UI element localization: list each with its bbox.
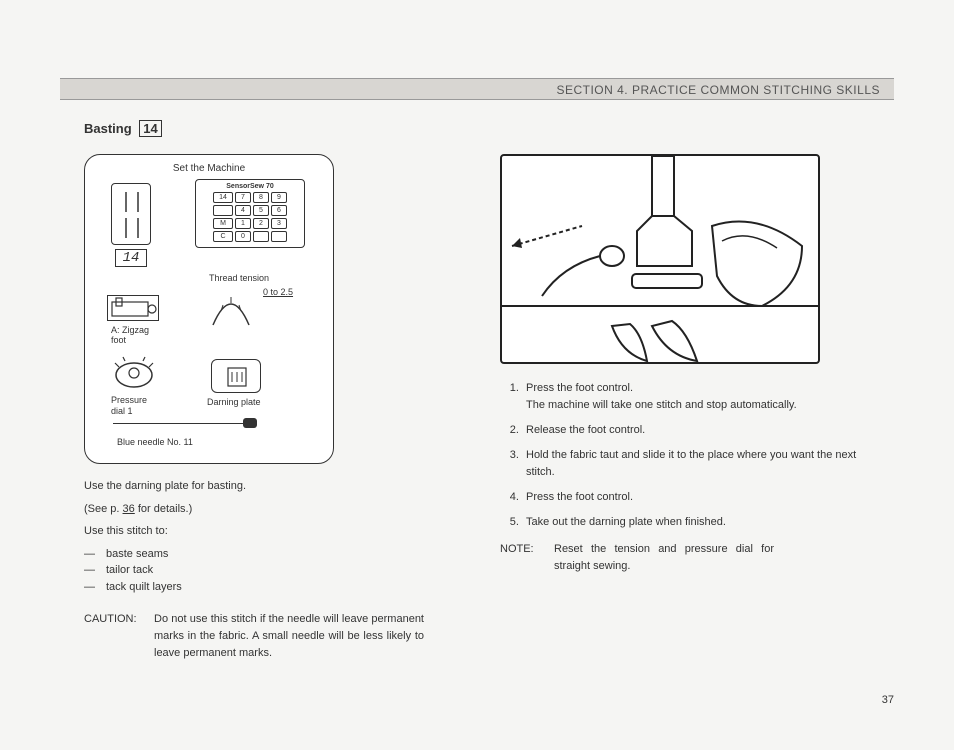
right-column: Press the foot control. The machine will… [500, 154, 860, 575]
use-text: baste seams [106, 548, 168, 560]
keypad-panel: SensorSew 70 14 7 8 9 4 5 6 M 1 2 [195, 179, 305, 248]
thread-tension-value: 0 to 2.5 [263, 287, 293, 297]
keypad-key: 9 [271, 192, 287, 203]
subheading-title: Basting [84, 121, 132, 136]
section-label: SECTION 4. PRACTICE COMMON STITCHING SKI… [556, 83, 880, 97]
keypad-key: 1 [235, 218, 251, 229]
page-number: 37 [882, 694, 894, 706]
steps-list: Press the foot control. The machine will… [500, 380, 860, 531]
needle-label: Blue needle No. 11 [117, 437, 193, 447]
use-text: tack quilt layers [106, 581, 182, 593]
use-item: —baste seams [84, 546, 424, 563]
section-header-band: SECTION 4. PRACTICE COMMON STITCHING SKI… [60, 78, 894, 100]
pressure-dial-label: Pressure dial 1 [111, 395, 147, 417]
set-machine-panel: Set the Machine 14 SensorSew 70 14 7 8 9 [84, 154, 334, 464]
note-label: NOTE: [500, 541, 554, 575]
keypad-key: 3 [271, 218, 287, 229]
use-item: —tailor tack [84, 562, 424, 579]
use-text: tailor tack [106, 564, 153, 576]
manual-page: SECTION 4. PRACTICE COMMON STITCHING SKI… [60, 60, 894, 710]
uses-intro: Use this stitch to: [84, 523, 424, 540]
desc-2-ref: 36 [123, 503, 135, 515]
step-item: Press the foot control. [522, 489, 860, 506]
keypad-key: 0 [235, 231, 251, 242]
keypad-key: 7 [235, 192, 251, 203]
note-body: Reset the tension and pressure dial for … [554, 541, 774, 575]
keypad-key [271, 231, 287, 242]
keypad-key: 8 [253, 192, 269, 203]
desc-line-1: Use the darning plate for basting. [84, 478, 424, 495]
step-item: Press the foot control. The machine will… [522, 380, 860, 414]
stitch-preview-icon [111, 183, 151, 245]
darning-plate-label: Darning plate [207, 397, 261, 407]
keypad-key: C [213, 231, 233, 242]
keypad-key [213, 205, 233, 216]
zigzag-foot-icon [107, 295, 159, 321]
step-item: Release the foot control. [522, 422, 860, 439]
left-column: Set the Machine 14 SensorSew 70 14 7 8 9 [84, 154, 424, 662]
keypad-key: 6 [271, 205, 287, 216]
keypad-key [253, 231, 269, 242]
zigzag-foot-label: A: Zigzag foot [111, 325, 149, 345]
keypad-key: 4 [235, 205, 251, 216]
tension-dial-icon [209, 289, 253, 329]
needle-icon [113, 423, 253, 424]
keypad-key: 2 [253, 218, 269, 229]
step-item: Hold the fabric taut and slide it to the… [522, 447, 860, 481]
page-subheading: Basting 14 [84, 120, 162, 137]
set-machine-title: Set the Machine [97, 163, 321, 174]
keypad-key: 14 [213, 192, 233, 203]
keypad-title: SensorSew 70 [199, 183, 301, 190]
caution-block: CAUTION: Do not use this stitch if the n… [84, 611, 424, 662]
subheading-number: 14 [139, 120, 161, 137]
stitch-number-display: 14 [115, 249, 147, 267]
desc-2a: (See p. [84, 503, 123, 515]
uses-list: —baste seams —tailor tack —tack quilt la… [84, 546, 424, 596]
desc-line-2: (See p. 36 for details.) [84, 501, 424, 518]
step-item: Take out the darning plate when finished… [522, 514, 860, 531]
desc-2b: for details.) [135, 503, 192, 515]
keypad-key: 5 [253, 205, 269, 216]
pressure-dial-icon [111, 355, 157, 391]
darning-plate-icon [211, 359, 261, 393]
needle-knob-icon [243, 418, 257, 428]
sewing-illustration [500, 154, 820, 364]
note-block: NOTE: Reset the tension and pressure dia… [500, 541, 860, 575]
caution-label: CAUTION: [84, 611, 154, 662]
use-item: —tack quilt layers [84, 579, 424, 596]
thread-tension-label: Thread tension [209, 273, 269, 283]
keypad-key: M [213, 218, 233, 229]
caution-body: Do not use this stitch if the needle wil… [154, 611, 424, 662]
foot-label-a: A: [111, 325, 120, 335]
